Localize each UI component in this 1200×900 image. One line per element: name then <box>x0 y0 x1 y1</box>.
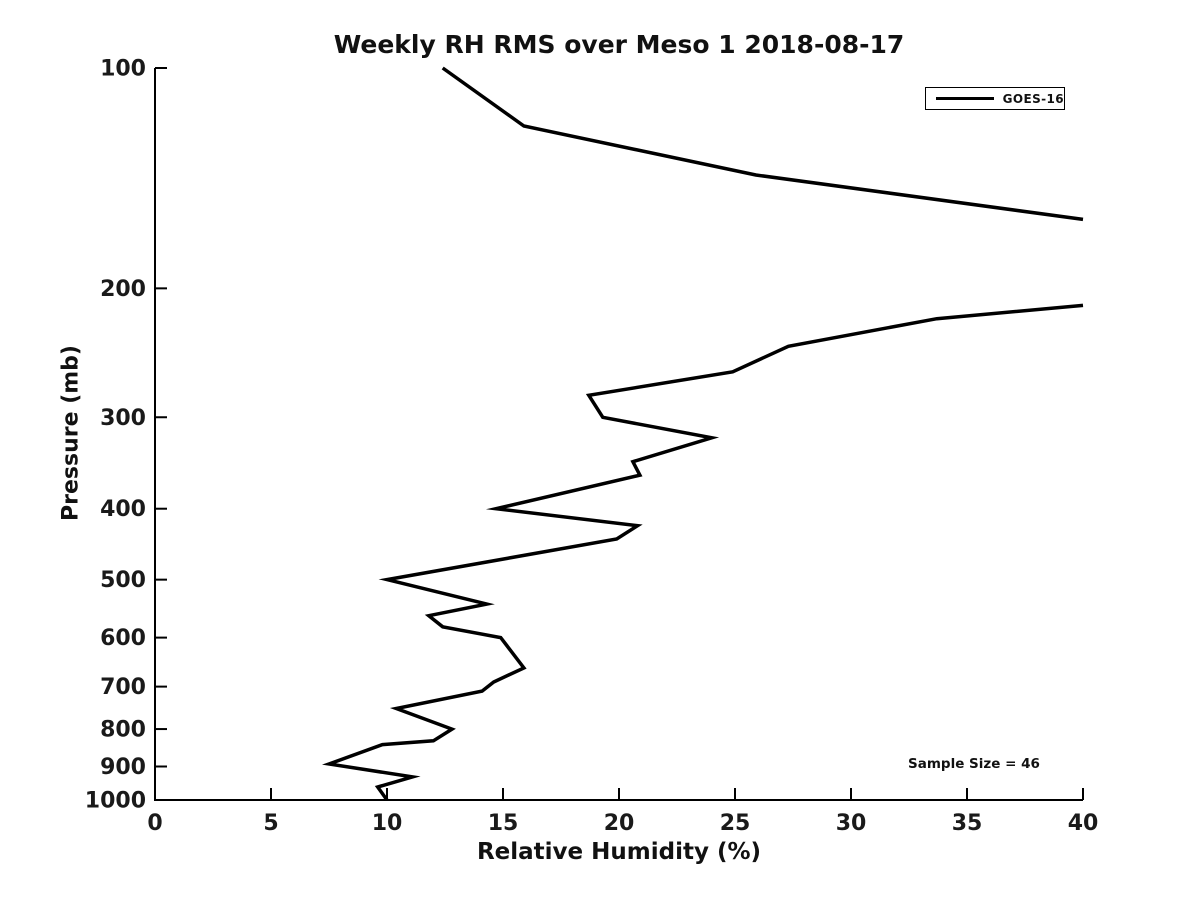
x-tick-label: 15 <box>488 811 519 836</box>
legend-series-label: GOES-16 <box>1002 91 1064 106</box>
y-axis-label: Pressure (mb) <box>58 345 84 521</box>
y-tick-label: 200 <box>100 277 146 302</box>
x-tick-label: 30 <box>836 811 867 836</box>
x-axis-label: Relative Humidity (%) <box>476 839 762 865</box>
sample-size-annotation: Sample Size = 46 <box>908 756 1040 772</box>
x-tick-label: 10 <box>372 811 403 836</box>
y-tick-label: 800 <box>100 718 146 743</box>
x-tick-label: 40 <box>1068 811 1099 836</box>
y-tick-label: 1000 <box>85 789 146 814</box>
x-tick-label: 25 <box>720 811 751 836</box>
y-tick-label: 700 <box>100 675 146 700</box>
y-tick-label: 100 <box>100 57 146 82</box>
series-line-goes-16 <box>321 303 1084 802</box>
series-line-goes-16 <box>441 66 1084 222</box>
x-tick-label: 35 <box>952 811 983 836</box>
legend-line-icon <box>936 97 994 100</box>
y-tick-label: 500 <box>100 568 146 593</box>
x-tick-label: 0 <box>147 811 162 836</box>
legend: GOES-16 <box>925 87 1065 110</box>
y-tick-label: 300 <box>100 406 146 431</box>
axes-frame <box>154 68 1083 801</box>
y-tick-label: 400 <box>100 497 146 522</box>
y-tick-label: 600 <box>100 626 146 651</box>
x-tick-label: 20 <box>604 811 635 836</box>
x-tick-label: 5 <box>263 811 278 836</box>
chart-title: Weekly RH RMS over Meso 1 2018-08-17 <box>333 30 905 59</box>
y-tick-label: 900 <box>100 755 146 780</box>
